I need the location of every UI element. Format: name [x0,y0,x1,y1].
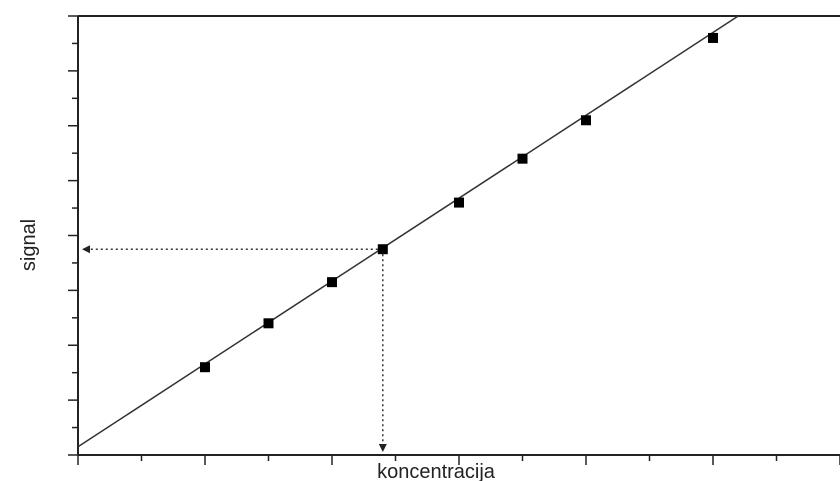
data-point [708,32,718,43]
data-point [327,277,337,288]
annotation-group [82,245,387,452]
data-point [377,244,388,255]
fit-line-group [77,15,739,448]
axes [68,15,840,465]
data-point [517,153,528,164]
data-point [581,115,591,126]
arrow-to-x-axis [378,444,387,452]
arrow-to-y-axis [82,245,90,254]
data-point [263,318,274,329]
x-axis-label: koncentracija [377,461,496,481]
data-point [200,362,210,373]
fit-line [77,15,739,448]
data-point [454,197,464,208]
data-points [200,32,718,373]
y-axis-label: signal [18,219,40,271]
